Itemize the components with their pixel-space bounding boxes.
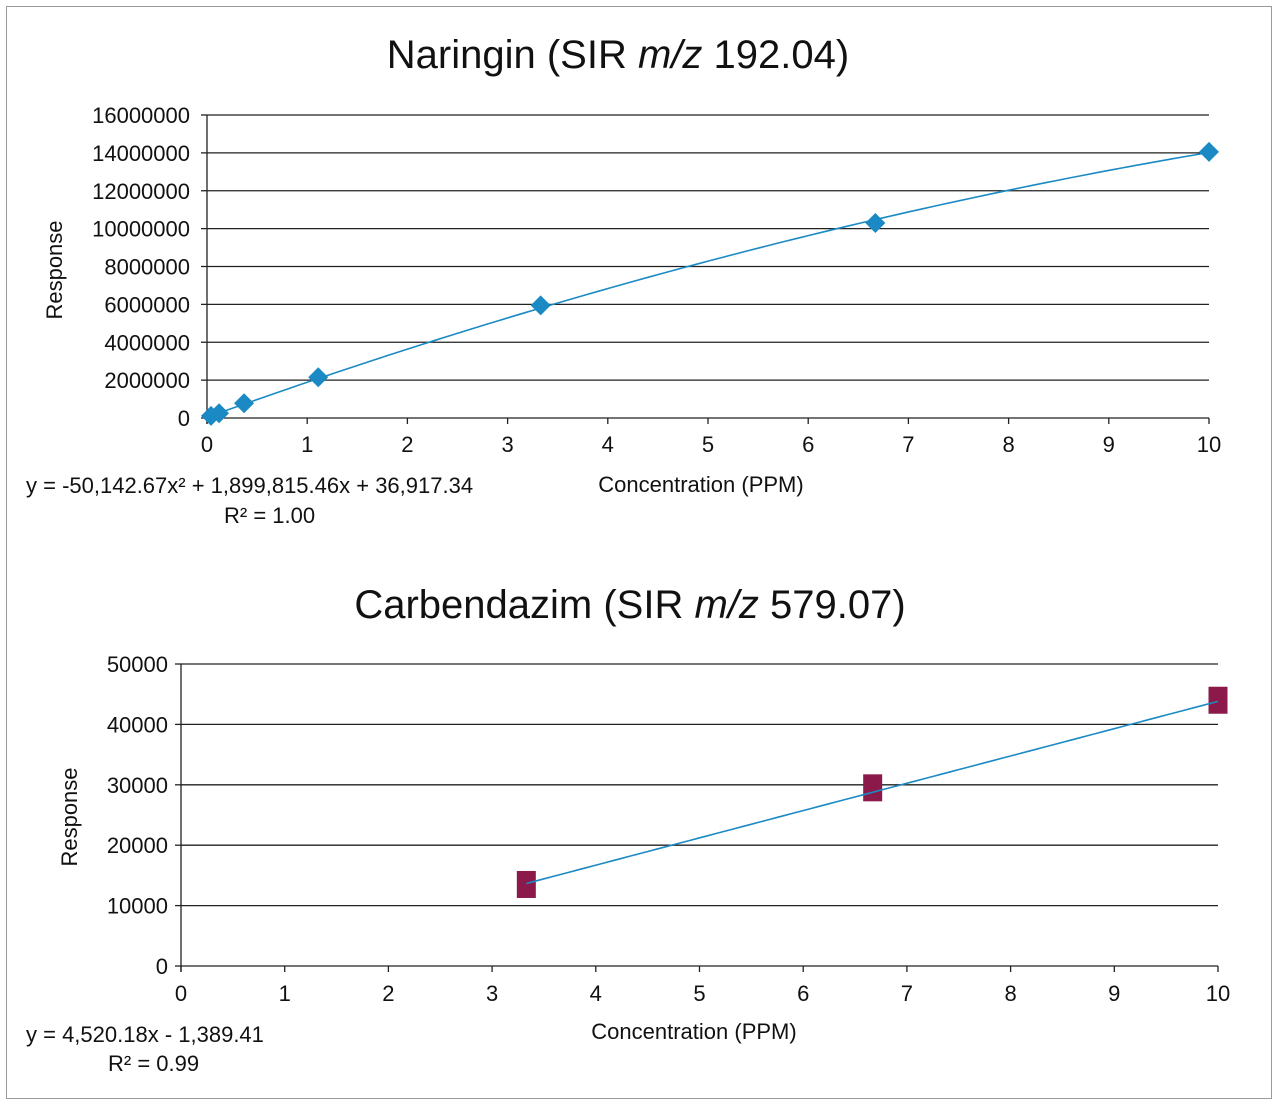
y-tick-label: 0 [178, 406, 190, 431]
y-tick-label: 4000000 [104, 330, 190, 355]
data-point [516, 870, 536, 898]
figure-frame [6, 6, 1272, 1099]
trendline [526, 700, 1219, 885]
data-point [865, 212, 886, 233]
y-tick-label: 8000000 [104, 255, 190, 280]
x-tick-label: 0 [175, 981, 187, 1006]
x-tick-label: 5 [702, 432, 714, 457]
data-point [530, 295, 551, 316]
trendline [210, 151, 1210, 417]
x-tick-label: 2 [401, 432, 413, 457]
x-tick-label: 8 [1002, 432, 1014, 457]
chart-carbendazim: Carbendazim (SIR m/z 579.07) 0 10000 20000… [26, 583, 1230, 1076]
chart-naringin: Naringin (SIR m/z 192.04) 0 2000000 400000… [26, 33, 1221, 528]
y-tick-label: 12000000 [92, 179, 190, 204]
x-tick-label: 10 [1206, 981, 1230, 1006]
y-tick-label: 14000000 [92, 141, 190, 166]
fit-equation: y = 4,520.18x - 1,389.41 [26, 1022, 264, 1047]
x-tick-label: 5 [693, 981, 705, 1006]
data-points [516, 686, 1228, 898]
y-axis-label: Response [57, 767, 82, 866]
y-tick-label: 30000 [107, 773, 168, 798]
y-tick-label: 6000000 [104, 292, 190, 317]
x-tick-label: 9 [1103, 432, 1115, 457]
x-tick-label: 10 [1197, 432, 1221, 457]
x-tick-label: 8 [1004, 981, 1016, 1006]
y-tick-label: 50000 [107, 652, 168, 677]
y-tick-label: 16000000 [92, 103, 190, 128]
x-tick-labels: 0 1 2 3 4 5 6 7 8 9 10 [201, 432, 1221, 457]
y-tick-label: 40000 [107, 712, 168, 737]
fit-equation: y = -50,142.67x² + 1,899,815.46x + 36,91… [26, 473, 473, 498]
y-tick-label: 2000000 [104, 368, 190, 393]
x-tick-label: 2 [382, 981, 394, 1006]
chart-title: Carbendazim (SIR m/z 579.07) [354, 583, 905, 627]
x-tick-label: 7 [902, 432, 914, 457]
data-point [234, 393, 255, 414]
y-tick-label: 10000000 [92, 217, 190, 242]
r-squared: R² = 1.00 [224, 503, 315, 528]
data-point [1199, 141, 1219, 162]
y-axis-label: Response [42, 220, 67, 319]
x-tick-label: 1 [279, 981, 291, 1006]
x-tick-label: 7 [901, 981, 913, 1006]
data-points [201, 141, 1219, 426]
gridlines [207, 114, 1209, 381]
gridlines [181, 663, 1218, 907]
x-tick-label: 4 [602, 432, 614, 457]
r-squared: R² = 0.99 [108, 1051, 199, 1076]
y-tick-label: 0 [156, 954, 168, 979]
x-tick-label: 3 [501, 432, 513, 457]
data-point [308, 367, 329, 388]
x-tick-label: 6 [802, 432, 814, 457]
axes [201, 114, 1210, 424]
y-tick-label: 10000 [107, 894, 168, 919]
x-tick-label: 6 [797, 981, 809, 1006]
x-tick-label: 1 [301, 432, 313, 457]
x-tick-labels: 0 1 2 3 4 5 6 7 8 9 10 [175, 981, 1230, 1006]
x-tick-label: 4 [590, 981, 602, 1006]
x-tick-label: 0 [201, 432, 213, 457]
x-axis-label: Concentration (PPM) [598, 472, 803, 497]
axes [175, 663, 1219, 972]
x-tick-label: 3 [486, 981, 498, 1006]
x-axis-label: Concentration (PPM) [591, 1019, 796, 1044]
chart-title: Naringin (SIR m/z 192.04) [387, 33, 849, 77]
y-tick-label: 20000 [107, 833, 168, 858]
data-point [863, 774, 883, 802]
data-point [1208, 686, 1228, 714]
y-tick-labels: 0 10000 20000 30000 40000 50000 [107, 652, 168, 979]
data-point [209, 403, 230, 424]
y-tick-labels: 0 2000000 4000000 6000000 8000000 10000000 120… [92, 103, 190, 431]
x-tick-label: 9 [1108, 981, 1120, 1006]
